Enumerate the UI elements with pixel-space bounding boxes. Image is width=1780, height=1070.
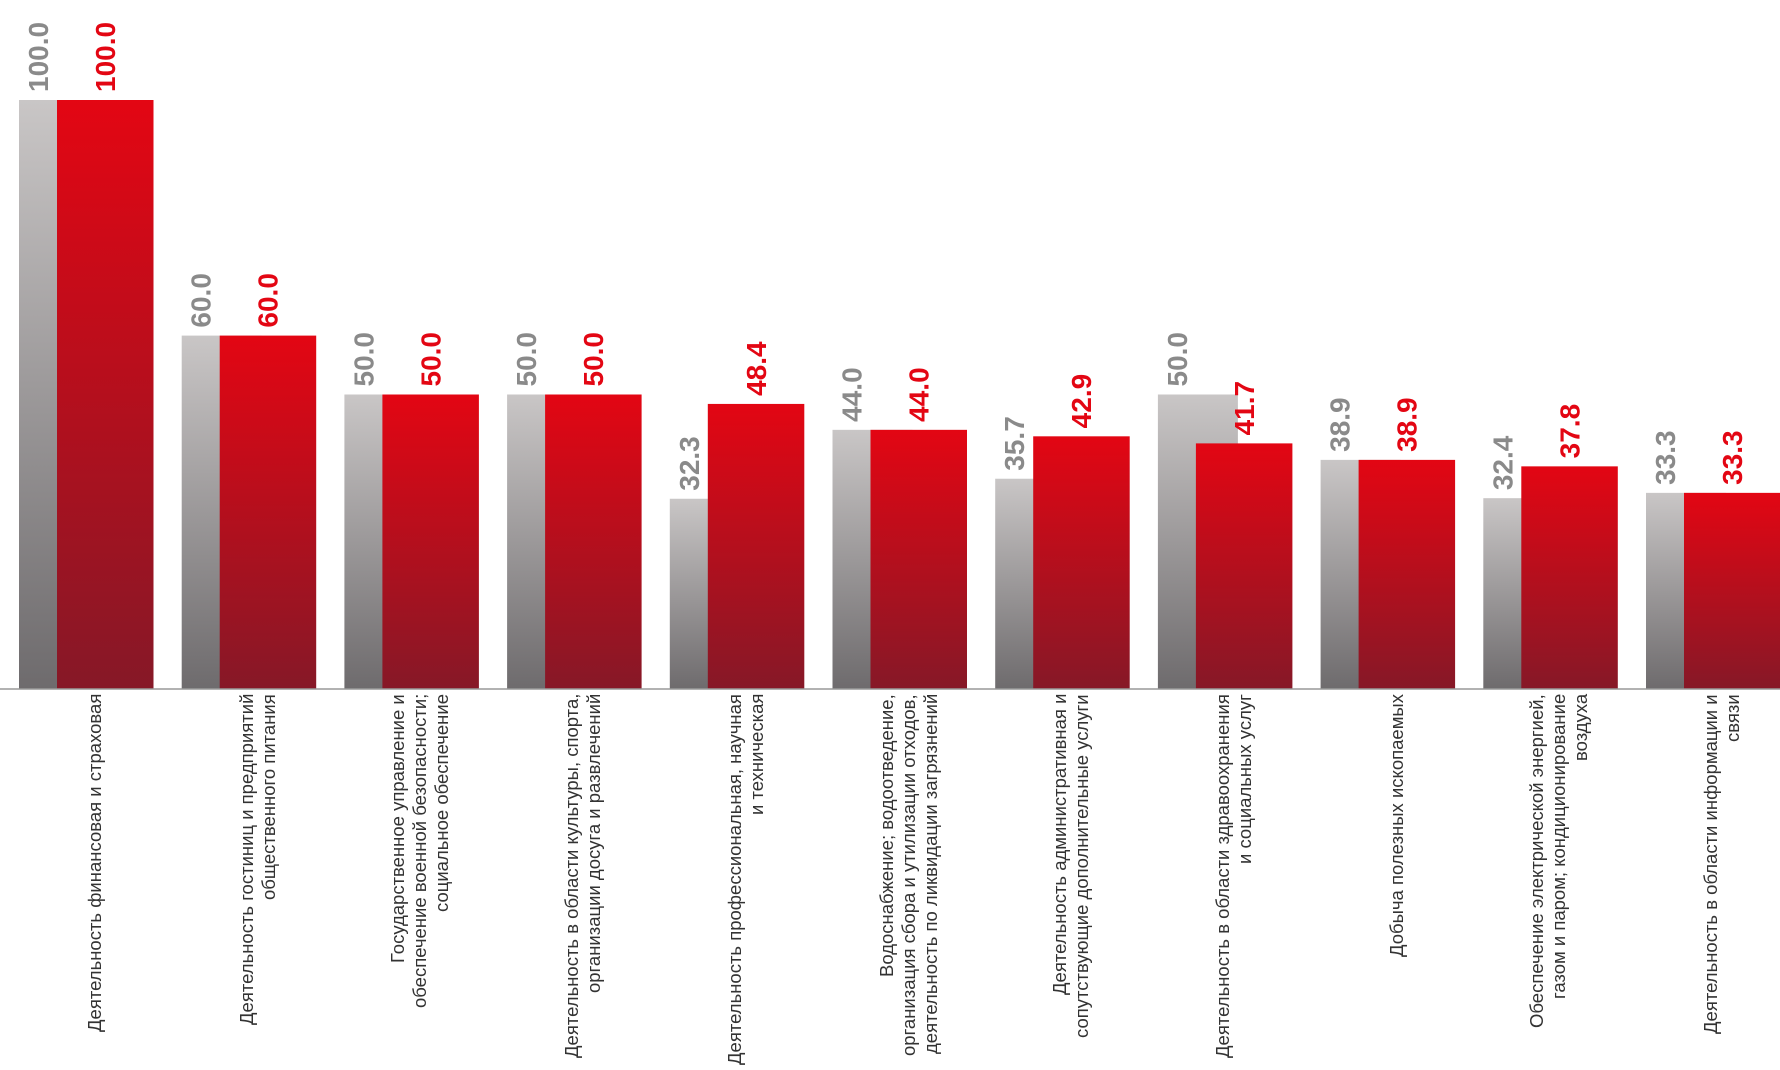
value-label: 41.7 (1229, 381, 1260, 436)
x-tick-label: Деятельность в области здравоохранения и… (1211, 694, 1255, 1058)
value-label: 32.3 (674, 436, 705, 491)
value-label: 42.9 (1066, 374, 1097, 429)
value-label: 44.0 (837, 367, 868, 422)
value-label: 48.4 (741, 341, 772, 396)
bar (382, 394, 479, 689)
value-label: 33.3 (1650, 430, 1681, 485)
bar (707, 403, 805, 689)
bar (219, 335, 317, 689)
x-tick-label: Обеспечение электрической энергией, газо… (1526, 694, 1592, 1028)
bar (1195, 443, 1293, 689)
value-label: 100.0 (90, 22, 121, 92)
value-label: 100.0 (23, 22, 54, 92)
x-tick-label: Деятельность гостиниц и предприятий обще… (235, 694, 279, 1026)
value-label: 38.9 (1325, 397, 1356, 452)
bar (545, 394, 642, 689)
x-tick-label: Добыча полезных ископаемых (1385, 694, 1407, 957)
value-label: 44.0 (904, 367, 935, 422)
value-label: 50.0 (1162, 332, 1193, 387)
x-tick-label: Деятельность в области культуры, спорта,… (561, 694, 605, 1059)
x-tick-label: Деятельность в области информации и связ… (1700, 694, 1743, 1034)
value-label: 50.0 (578, 332, 609, 387)
bar (57, 100, 154, 689)
value-label: 50.0 (415, 332, 446, 387)
bar (870, 429, 967, 689)
x-tick-label: Водоснабжение; водоотведение, организаци… (875, 694, 941, 1056)
value-label: 60.0 (186, 273, 217, 328)
bar (1033, 436, 1130, 689)
value-label: 50.0 (511, 332, 542, 387)
x-tick-label: Деятельность финансовая и страховая (84, 694, 105, 1033)
value-label: 50.0 (348, 332, 379, 387)
value-label: 37.8 (1554, 404, 1585, 459)
value-label: 60.0 (253, 273, 284, 328)
x-tick-label: Государственное управление и обеспечение… (387, 694, 453, 1009)
value-label: 38.9 (1392, 397, 1423, 452)
x-tick-label: Деятельность профессиональная, научная и… (723, 694, 767, 1065)
value-label: 33.3 (1717, 430, 1748, 485)
value-label: 32.4 (1487, 435, 1518, 490)
bar (1521, 466, 1618, 689)
bar (1684, 492, 1780, 689)
x-tick-label: Деятельность административная и сопутств… (1049, 694, 1093, 1038)
bar (1358, 459, 1456, 689)
value-label: 35.7 (999, 416, 1030, 471)
